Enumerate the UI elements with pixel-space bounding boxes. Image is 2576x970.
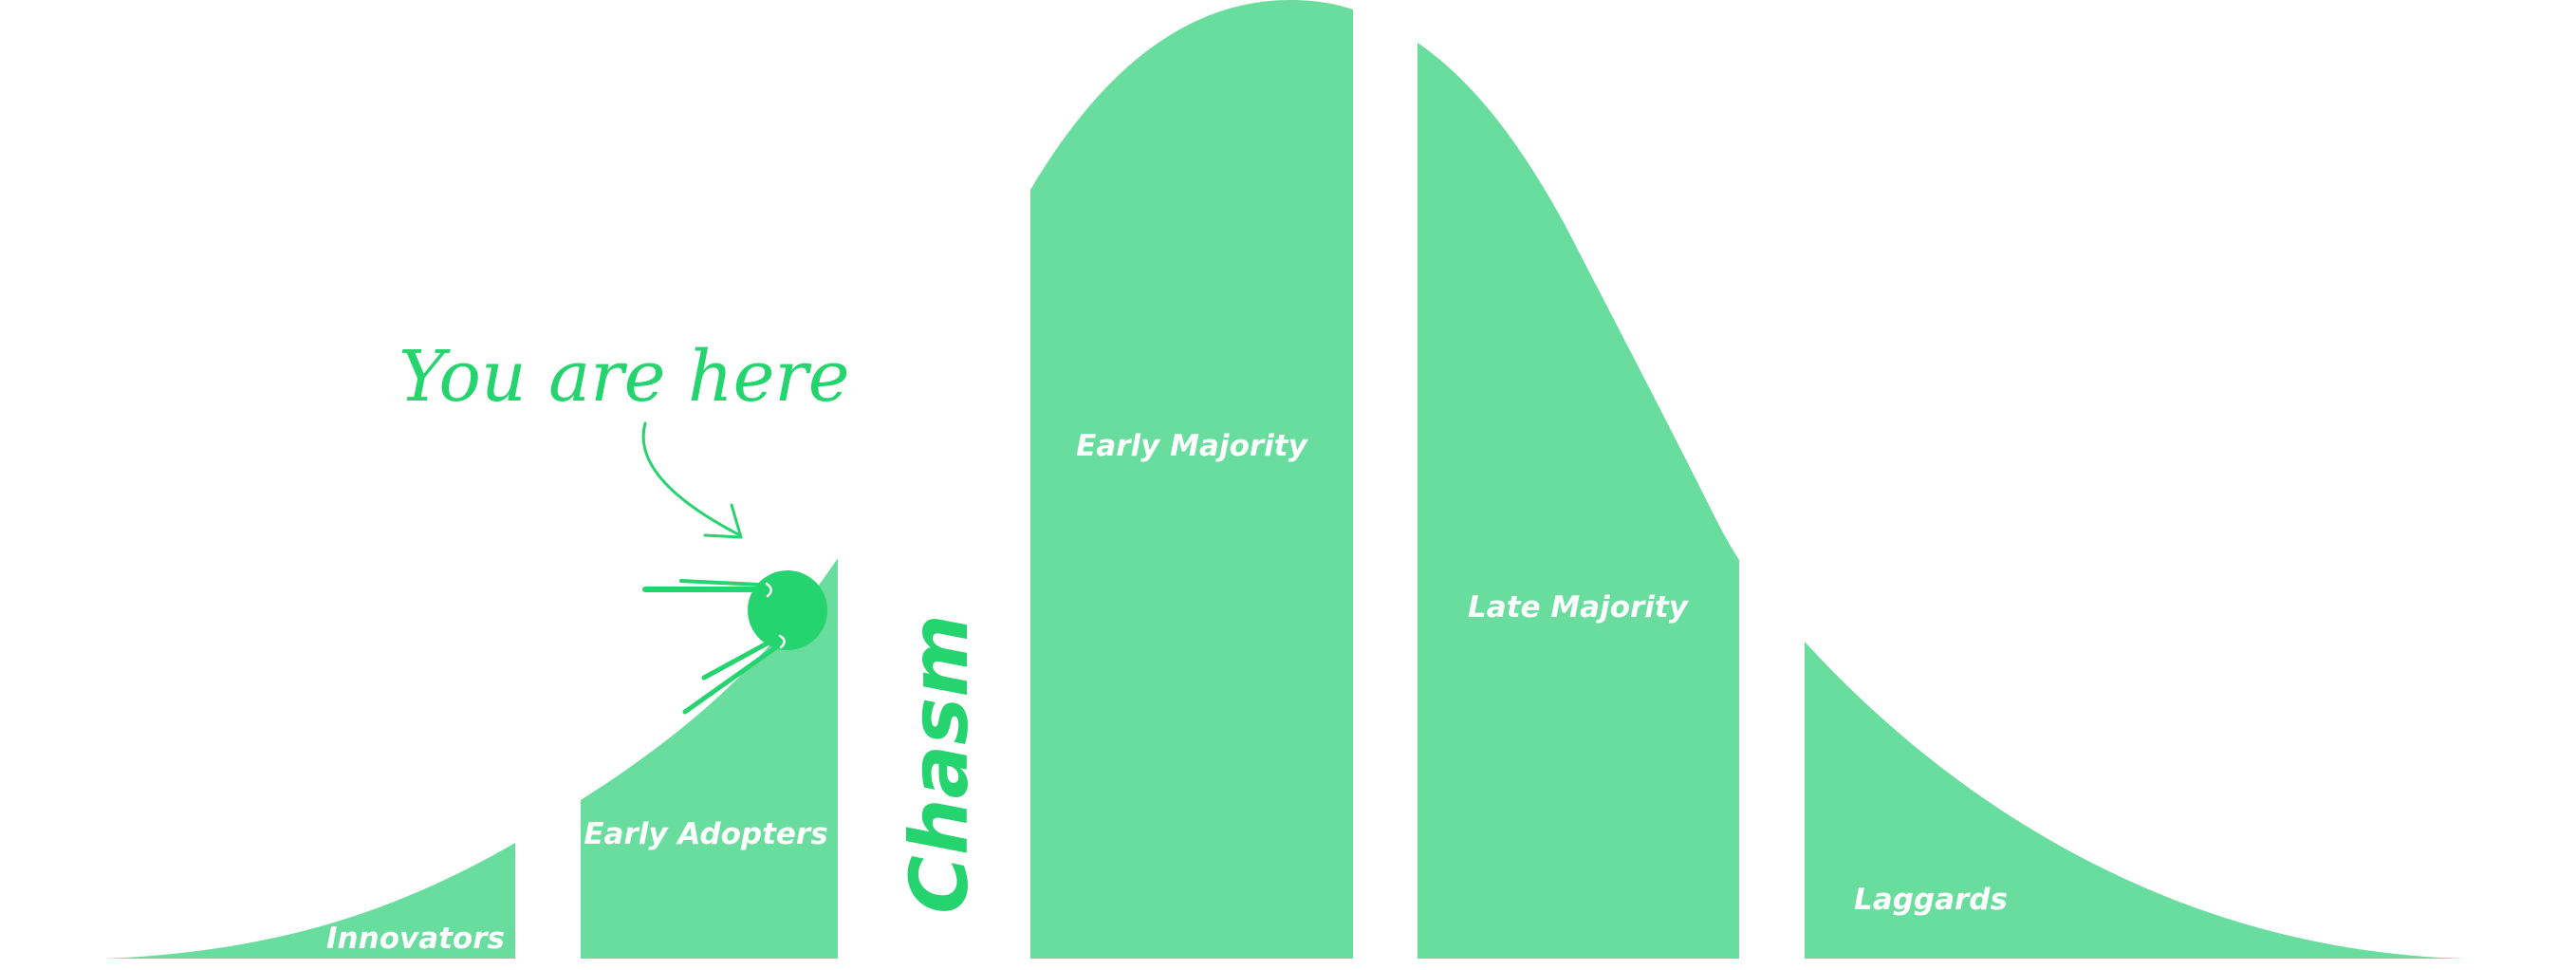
callout-arrow-icon (641, 421, 740, 536)
you-are-here-label: You are here (398, 336, 850, 418)
segment-late-majority (1418, 43, 1739, 959)
segment-label-late-majority: Late Majority (1468, 590, 1690, 625)
segment-early-adopters (581, 558, 838, 959)
segment-early-majority (1030, 0, 1353, 959)
segment-laggards (1805, 642, 2467, 959)
segment-label-early-majority: Early Majority (1076, 429, 1308, 463)
chasm-label: Chasm (893, 614, 986, 914)
segment-label-laggards: Laggards (1854, 883, 2008, 917)
segment-innovators (104, 843, 515, 959)
segment-label-early-adopters: Early Adopters (584, 817, 827, 851)
segment-label-innovators: Innovators (326, 922, 505, 956)
callout-arrowhead-icon (703, 503, 743, 539)
ball-marker-icon (642, 570, 827, 715)
